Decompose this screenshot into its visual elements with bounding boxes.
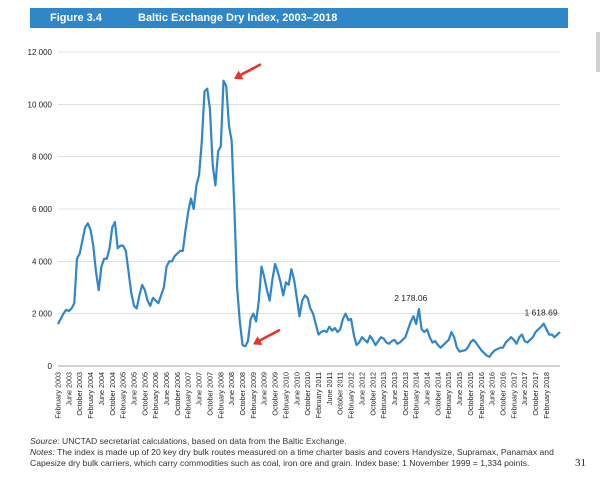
y-tick-label: 2 000 xyxy=(32,310,53,319)
x-tick-label: October 2017 xyxy=(531,372,540,416)
x-tick-label: June 2017 xyxy=(520,372,529,406)
x-tick-label: February 2010 xyxy=(281,372,290,419)
x-tick-label: October 2010 xyxy=(303,372,312,416)
x-tick-label: June 2011 xyxy=(325,372,334,405)
y-tick-label: 6 000 xyxy=(32,205,53,214)
x-tick-label: February 2007 xyxy=(184,372,193,419)
x-tick-label: October 2005 xyxy=(140,372,149,416)
x-tick-label: June 2007 xyxy=(195,372,204,406)
x-tick-label: June 2016 xyxy=(488,372,497,406)
red-arrow-icon xyxy=(233,63,262,80)
x-tick-label: June 2013 xyxy=(390,372,399,406)
notes-label: Notes: xyxy=(30,447,55,457)
x-tick-label: June 2008 xyxy=(227,372,236,406)
x-tick-label: February 2006 xyxy=(151,372,160,419)
source-label: Source: xyxy=(30,436,60,446)
y-axis-ticks: 0 2 000 4 000 6 000 8 000 10 000 12 000 xyxy=(28,48,53,371)
x-tick-label: February 2014 xyxy=(412,372,421,419)
x-tick-label: June 2015 xyxy=(455,372,464,406)
figure-title: Baltic Exchange Dry Index, 2003–2018 xyxy=(138,12,338,24)
series-line-bdi xyxy=(57,79,561,358)
x-tick-label: February 2012 xyxy=(347,372,356,419)
x-tick-label: October 2015 xyxy=(466,372,475,416)
data-label: 2 178.06 xyxy=(394,293,427,303)
red-arrow-icon xyxy=(252,329,281,345)
arrow-head xyxy=(233,70,244,80)
y-tick-label: 0 xyxy=(48,362,53,371)
x-tick-label: October 2006 xyxy=(173,372,182,416)
x-tick-label: October 2014 xyxy=(433,372,442,416)
x-tick-label: June 2012 xyxy=(357,372,366,406)
y-tick-label: 4 000 xyxy=(32,257,53,266)
x-tick-label: October 2008 xyxy=(238,372,247,416)
x-tick-label: February 2005 xyxy=(119,372,128,419)
x-tick-label: February 2015 xyxy=(444,372,453,419)
x-tick-label: October 2011 xyxy=(336,372,345,415)
source-text: UNCTAD secretariat calculations, based o… xyxy=(62,436,347,446)
x-tick-label: February 2018 xyxy=(542,372,551,419)
x-tick-label: February 2003 xyxy=(54,372,63,419)
x-tick-label: February 2008 xyxy=(216,372,225,419)
figure-number: Figure 3.4 xyxy=(50,12,102,24)
source-line: Source: UNCTAD secretariat calculations,… xyxy=(30,436,590,447)
arrow-shaft xyxy=(239,63,262,77)
chart-grid xyxy=(58,51,560,367)
x-tick-label: February 2016 xyxy=(477,372,486,419)
data-label: 1 618.69 xyxy=(524,308,557,318)
x-tick-label: June 2003 xyxy=(64,372,73,406)
x-tick-label: June 2004 xyxy=(97,372,106,406)
x-tick-label: February 2013 xyxy=(379,372,388,419)
x-tick-label: February 2011 xyxy=(314,372,323,418)
x-tick-label: October 2013 xyxy=(401,372,410,416)
x-tick-label: October 2007 xyxy=(205,372,214,416)
x-tick-label: February 2009 xyxy=(249,372,258,419)
x-tick-label: February 2004 xyxy=(86,372,95,419)
notes-line: Notes: The index is made up of 20 key dr… xyxy=(30,447,590,469)
series-group xyxy=(57,79,561,358)
line-chart: 0 2 000 4 000 6 000 8 000 10 000 12 000 Februa… xyxy=(28,48,561,419)
x-tick-label: October 2004 xyxy=(108,372,117,416)
x-tick-label: October 2012 xyxy=(368,372,377,416)
arrow-shaft xyxy=(258,329,281,342)
y-tick-label: 12 000 xyxy=(28,48,53,57)
x-tick-label: February 2017 xyxy=(509,372,518,419)
y-tick-label: 10 000 xyxy=(28,100,53,109)
figure-notes: Source: UNCTAD secretariat calculations,… xyxy=(30,436,590,469)
x-tick-label: June 2009 xyxy=(260,372,269,406)
figure-header: Figure 3.4 Baltic Exchange Dry Index, 20… xyxy=(30,8,568,28)
page-edge-tab xyxy=(596,32,600,72)
page-number: 31 xyxy=(575,457,586,469)
x-tick-label: October 2003 xyxy=(75,372,84,416)
x-tick-label: June 2014 xyxy=(423,372,432,406)
y-tick-label: 8 000 xyxy=(32,153,53,162)
x-tick-label: June 2006 xyxy=(162,372,171,406)
x-tick-label: June 2010 xyxy=(292,372,301,406)
annotation-group: 2 178.06 1 618.69 xyxy=(233,63,558,345)
x-tick-label: October 2009 xyxy=(271,372,280,416)
x-tick-label: June 2005 xyxy=(129,372,138,406)
x-tick-label: October 2016 xyxy=(499,372,508,416)
arrow-head xyxy=(252,336,263,345)
x-axis-ticks: February 2003 June 2003 October 2003 Februa… xyxy=(54,372,551,419)
notes-text: The index is made up of 20 key dry bulk … xyxy=(30,447,554,468)
